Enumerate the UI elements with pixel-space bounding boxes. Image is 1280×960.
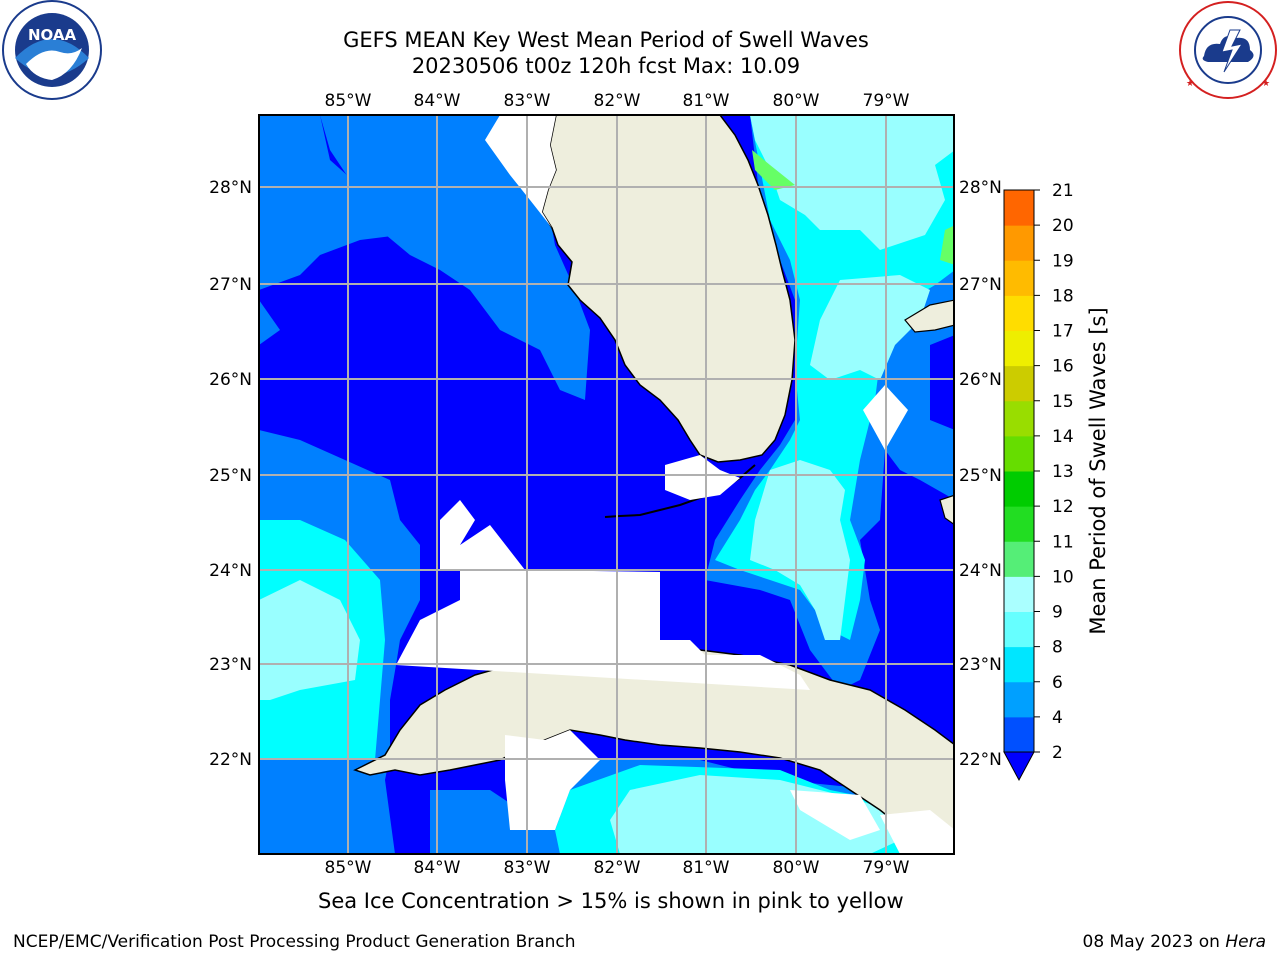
map-area [259, 115, 954, 854]
colorbar-segment [1004, 681, 1034, 718]
footer-machine: Hera [1225, 932, 1266, 952]
lon-label: 81°W [683, 91, 730, 111]
lon-label: 83°W [504, 858, 551, 878]
colorbar-segment [1004, 225, 1034, 261]
lon-label: 85°W [325, 91, 372, 111]
lon-label: 82°W [594, 858, 641, 878]
lon-label: 85°W [325, 858, 372, 878]
lat-labels-left: 28°N 27°N 26°N 25°N 24°N 23°N 22°N [209, 178, 252, 770]
footer-branch: NCEP/EMC/Verification Post Processing Pr… [13, 932, 576, 952]
lat-label: 23°N [209, 655, 252, 675]
colorbar-segment [1004, 611, 1034, 648]
colorbar-tick-label: 21 [1052, 181, 1074, 201]
colorbar-tick-label: 9 [1052, 603, 1063, 623]
colorbar-tick-label: 12 [1052, 497, 1074, 517]
lon-label: 80°W [773, 858, 820, 878]
colorbar-segment [1004, 716, 1034, 753]
colorbar-extend-min [1003, 751, 1035, 782]
colorbar-tick-label: 20 [1052, 216, 1074, 236]
land-andros [939, 494, 954, 526]
lon-label: 81°W [683, 858, 730, 878]
colorbar-segment [1004, 400, 1034, 437]
colorbar-segment [1004, 576, 1034, 612]
masked-regions [396, 115, 954, 854]
lon-label: 84°W [414, 91, 461, 111]
lon-label: 79°W [863, 858, 910, 878]
lat-label: 25°N [959, 466, 1002, 486]
lon-labels-top: 85°W 84°W 83°W 82°W 81°W 80°W 79°W [325, 91, 910, 111]
colorbar-segment [1004, 295, 1034, 331]
lat-label: 23°N [959, 655, 1002, 675]
lat-label: 26°N [209, 370, 252, 390]
plot-title-line2: 20230506 t00z 120h fcst Max: 10.09 [411, 54, 801, 78]
colorbar-ticks: 2 4 6 8 9 10 11 12 13 14 15 16 17 18 19 20 21 [1034, 181, 1074, 763]
colorbar [1003, 189, 1035, 782]
sea-ice-note: Sea Ice Concentration > 15% is shown in … [318, 889, 904, 913]
footer-date-text: 08 May 2023 on [1082, 932, 1226, 952]
lon-label: 80°W [773, 91, 820, 111]
lon-label: 84°W [414, 858, 461, 878]
swell-9-10-regions [752, 150, 954, 265]
lat-label: 24°N [959, 561, 1002, 581]
svg-text:★: ★ [1262, 79, 1270, 89]
colorbar-segment [1004, 190, 1034, 226]
colorbar-tick-label: 8 [1052, 638, 1063, 658]
lat-label: 28°N [959, 178, 1002, 198]
lat-label: 24°N [209, 561, 252, 581]
colorbar-tick-label: 6 [1052, 673, 1063, 693]
colorbar-segment [1004, 435, 1034, 472]
lat-label: 27°N [209, 275, 252, 295]
lat-label: 22°N [959, 750, 1002, 770]
svg-text:★: ★ [1186, 79, 1194, 89]
lat-label: 22°N [209, 750, 252, 770]
colorbar-segment [1004, 365, 1034, 402]
nws-logo: ★ ★ [1179, 1, 1277, 99]
colorbar-tick-label: 14 [1052, 427, 1074, 447]
colorbar-segment [1004, 646, 1034, 683]
lon-label: 79°W [863, 91, 910, 111]
lon-label: 83°W [504, 91, 551, 111]
colorbar-tick-label: 11 [1052, 532, 1074, 552]
lat-labels-right: 28°N 27°N 26°N 25°N 24°N 23°N 22°N [959, 178, 1002, 770]
colorbar-tick-label: 17 [1052, 322, 1074, 342]
plot-title-line1: GEFS MEAN Key West Mean Period of Swell … [343, 28, 869, 52]
lat-label: 26°N [959, 370, 1002, 390]
lon-label: 82°W [594, 91, 641, 111]
map-frame [258, 114, 955, 855]
lat-label: 27°N [959, 275, 1002, 295]
noaa-logo: NOAA [2, 0, 102, 100]
colorbar-segment [1004, 471, 1034, 507]
colorbar-segment [1004, 260, 1034, 296]
colorbar-label: Mean Period of Swell Waves [s] [1086, 307, 1110, 634]
lat-label: 25°N [209, 466, 252, 486]
colorbar-tick-label: 18 [1052, 286, 1074, 306]
colorbar-segment [1004, 330, 1034, 367]
colorbar-tick-label: 15 [1052, 392, 1074, 412]
colorbar-tick-label: 16 [1052, 357, 1074, 377]
colorbar-segment [1004, 506, 1034, 542]
lat-label: 28°N [209, 178, 252, 198]
land-florida [541, 115, 796, 463]
land-bahamas [904, 299, 954, 333]
colorbar-tick-label: 4 [1052, 708, 1063, 728]
footer-date: 08 May 2023 on Hera [1083, 932, 1267, 952]
map-gridlines [259, 115, 954, 854]
lon-labels-bottom: 85°W 84°W 83°W 82°W 81°W 80°W 79°W [325, 858, 910, 878]
colorbar-tick-label: 10 [1052, 567, 1074, 587]
colorbar-tick-label: 13 [1052, 462, 1074, 482]
colorbar-tick-label: 19 [1052, 251, 1074, 271]
colorbar-segment [1004, 541, 1034, 577]
colorbar-tick-label: 2 [1052, 743, 1063, 763]
noaa-logo-text: NOAA [28, 26, 77, 44]
